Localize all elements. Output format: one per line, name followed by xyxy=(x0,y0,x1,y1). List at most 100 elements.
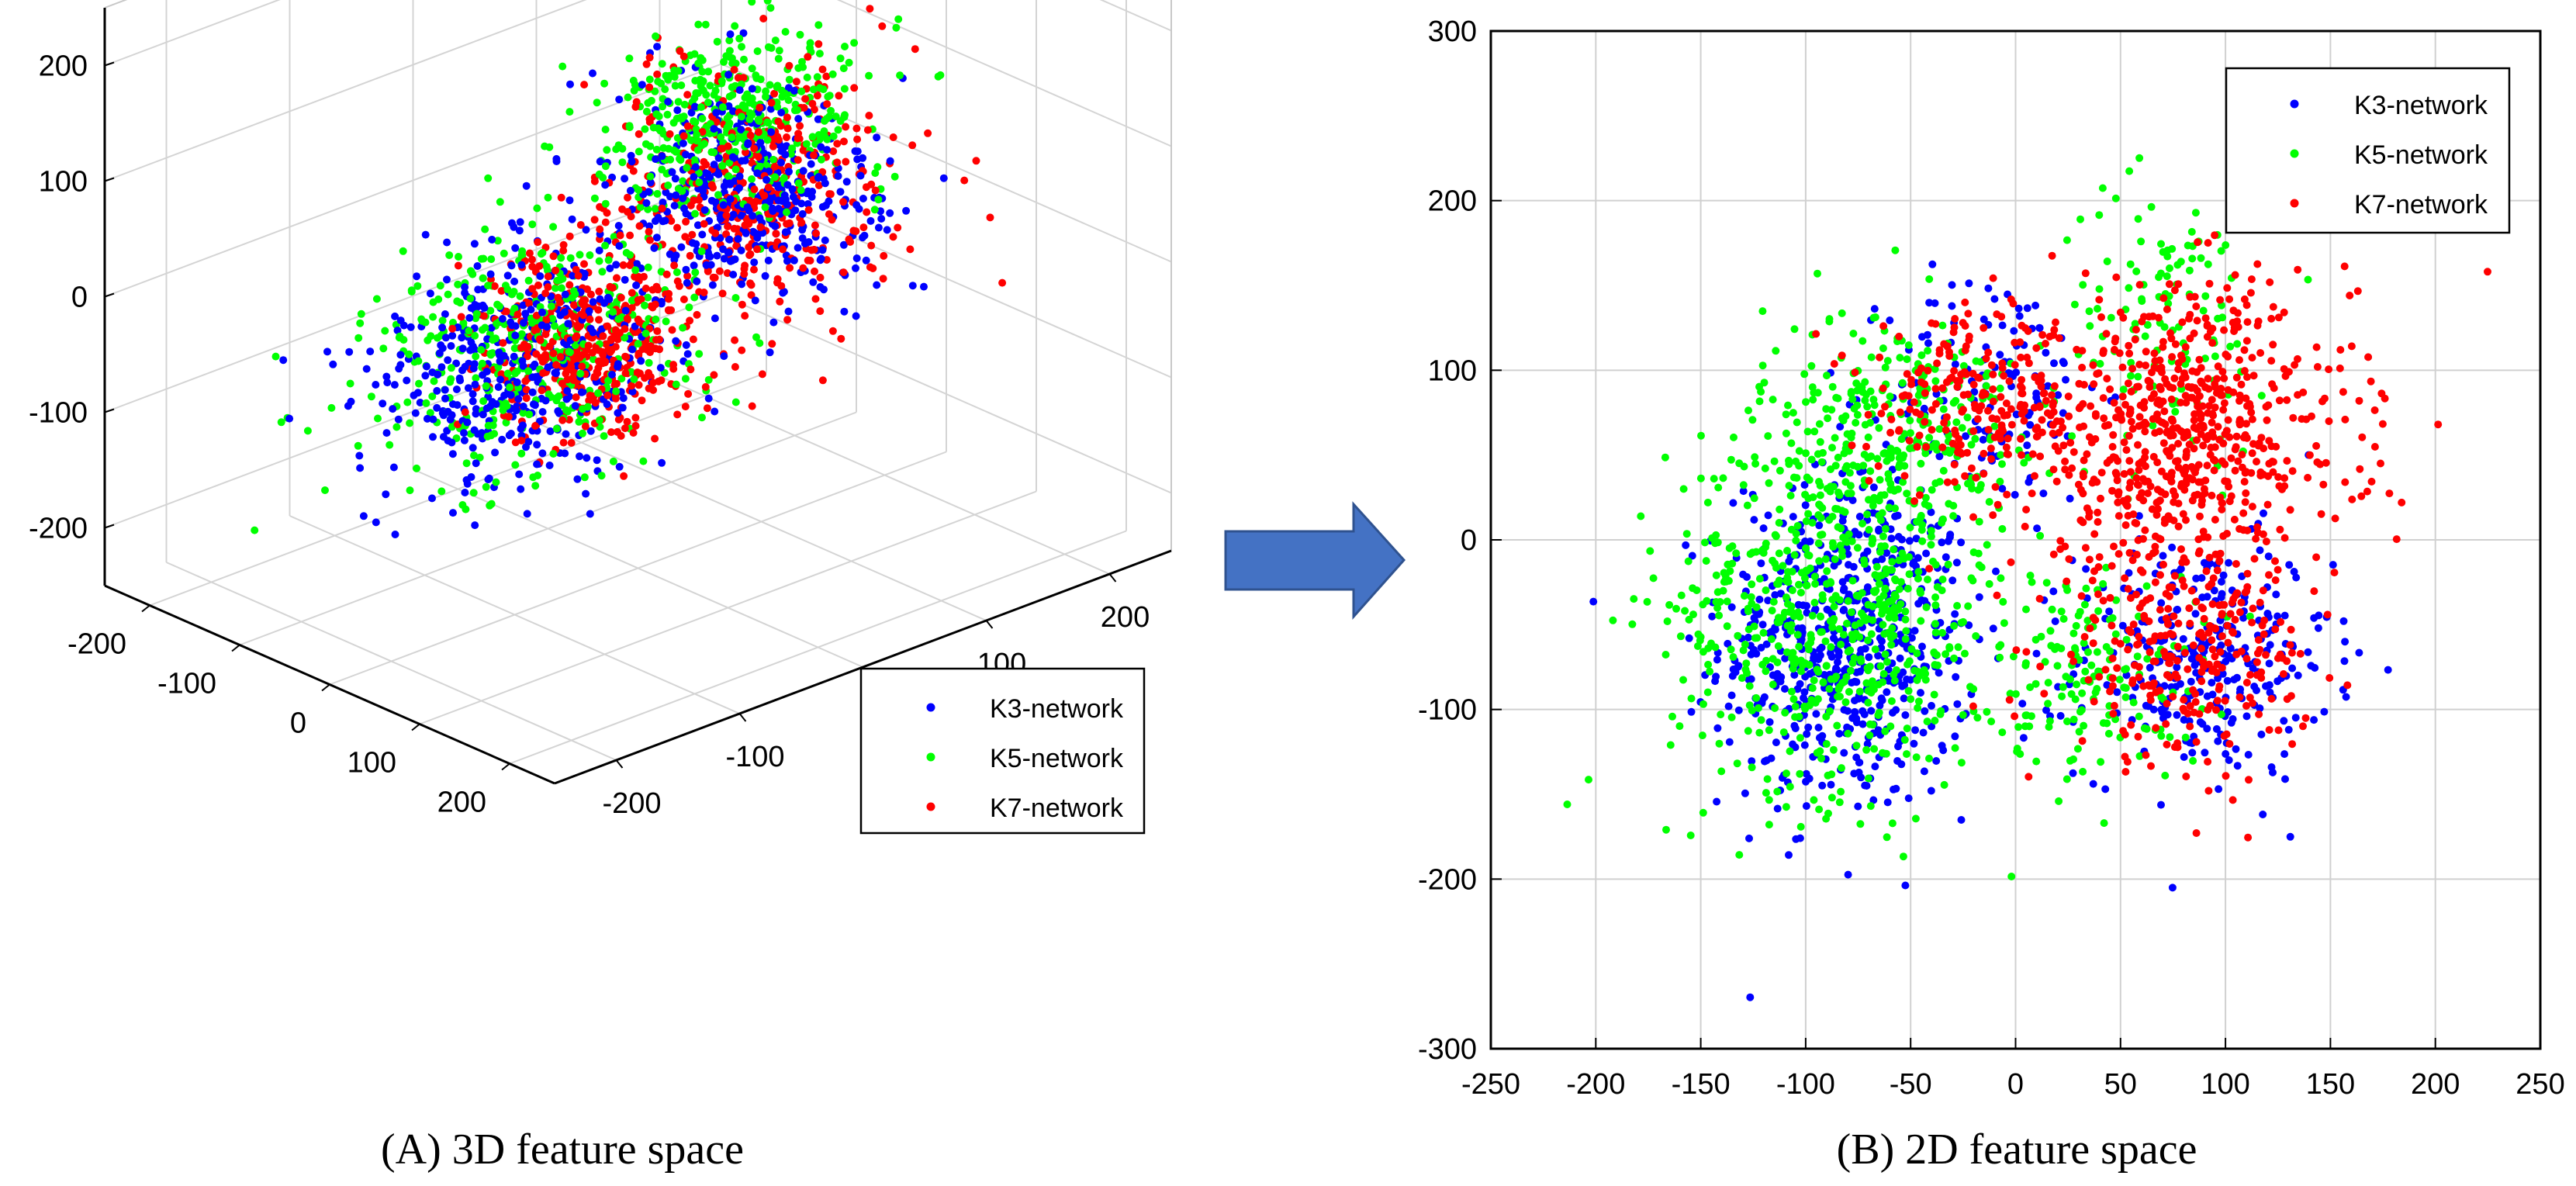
point-k5 xyxy=(2028,712,2035,721)
x-tick-label: 0 xyxy=(290,707,306,740)
point-k5 xyxy=(2069,629,2078,638)
point-k5 xyxy=(2189,756,2197,765)
point-k7 xyxy=(742,148,749,157)
point-k5 xyxy=(728,83,736,92)
point-k5 xyxy=(1866,467,1875,475)
point-k3 xyxy=(852,312,860,320)
point-k3 xyxy=(528,388,537,396)
point-k5 xyxy=(1859,520,1866,527)
point-k3 xyxy=(666,250,674,258)
point-k5 xyxy=(2044,679,2052,687)
point-k5 xyxy=(766,4,775,12)
point-k3 xyxy=(500,351,508,360)
point-k3 xyxy=(533,460,541,469)
point-k5 xyxy=(785,75,794,84)
point-k5 xyxy=(803,73,811,81)
point-k5 xyxy=(1738,674,1746,683)
point-k7 xyxy=(722,211,731,220)
point-k5 xyxy=(1997,451,2005,459)
point-k7 xyxy=(756,103,764,112)
point-k7 xyxy=(613,274,621,282)
point-k3 xyxy=(2256,546,2264,555)
point-k5 xyxy=(874,195,883,204)
point-k5 xyxy=(354,334,363,342)
point-k3 xyxy=(2188,749,2197,757)
point-k7 xyxy=(665,289,673,298)
point-k7 xyxy=(648,303,657,312)
point-k3 xyxy=(520,319,527,327)
point-k5 xyxy=(545,143,554,151)
point-k3 xyxy=(2355,648,2363,657)
point-k7 xyxy=(648,285,657,294)
point-k7 xyxy=(862,183,870,192)
point-k5 xyxy=(1928,486,1936,494)
point-k5 xyxy=(1856,655,1865,663)
point-k5 xyxy=(664,182,673,189)
point-k3 xyxy=(586,510,594,518)
point-k3 xyxy=(614,409,622,417)
point-k5 xyxy=(2233,340,2242,348)
point-k5 xyxy=(1949,512,1958,520)
point-k7 xyxy=(756,223,765,231)
point-k3 xyxy=(2089,780,2097,788)
point-k5 xyxy=(764,119,773,127)
point-k5 xyxy=(2026,683,2035,691)
point-k5 xyxy=(781,89,789,98)
point-k3 xyxy=(589,69,596,78)
point-k7 xyxy=(572,353,580,361)
point-k3 xyxy=(2320,707,2329,716)
point-k3 xyxy=(586,427,595,435)
point-k5 xyxy=(2108,614,2117,622)
point-k3 xyxy=(582,489,590,498)
point-k5 xyxy=(2111,194,2120,202)
point-k5 xyxy=(1973,714,1982,722)
point-k5 xyxy=(1880,449,1889,457)
point-k7 xyxy=(580,260,588,268)
point-k3 xyxy=(466,346,475,354)
point-k5 xyxy=(1903,750,1910,759)
point-k5 xyxy=(691,209,699,218)
point-k5 xyxy=(832,112,840,121)
point-k3 xyxy=(491,448,500,457)
point-k5 xyxy=(1835,625,1844,633)
point-k3 xyxy=(658,152,666,161)
point-k5 xyxy=(1786,492,1795,500)
point-k3 xyxy=(799,167,807,175)
point-k5 xyxy=(1872,586,1880,595)
point-k7 xyxy=(703,404,711,413)
point-k3 xyxy=(1854,802,1862,811)
point-k5 xyxy=(723,114,731,123)
point-k5 xyxy=(673,268,681,276)
point-k3 xyxy=(840,307,849,316)
point-k5 xyxy=(1793,418,1801,427)
point-k7 xyxy=(457,313,465,321)
point-k5 xyxy=(752,71,760,80)
point-k5 xyxy=(1769,396,1777,404)
point-k7 xyxy=(528,285,537,293)
point-k5 xyxy=(601,126,610,133)
point-k5 xyxy=(1849,462,1858,469)
point-k3 xyxy=(347,397,355,406)
point-k5 xyxy=(1849,330,1858,337)
point-k3 xyxy=(1801,501,1810,510)
point-k3 xyxy=(605,295,614,303)
point-k5 xyxy=(418,316,427,325)
point-k5 xyxy=(511,461,520,469)
point-k3 xyxy=(1894,533,1903,541)
point-k3 xyxy=(382,429,391,437)
point-k5 xyxy=(2161,771,2170,780)
point-k5 xyxy=(1763,775,1772,783)
point-k3 xyxy=(1773,669,1782,678)
point-k3 xyxy=(1789,513,1797,521)
point-k5 xyxy=(2036,531,2045,540)
point-k3 xyxy=(664,98,673,106)
point-k5 xyxy=(1809,396,1817,404)
point-k5 xyxy=(493,320,501,328)
point-k5 xyxy=(449,318,457,327)
point-k5 xyxy=(1720,569,1728,577)
point-k7 xyxy=(617,432,625,440)
point-k3 xyxy=(461,289,469,297)
point-k3 xyxy=(1729,499,1738,507)
point-k3 xyxy=(2286,832,2294,841)
point-k3 xyxy=(498,315,507,323)
